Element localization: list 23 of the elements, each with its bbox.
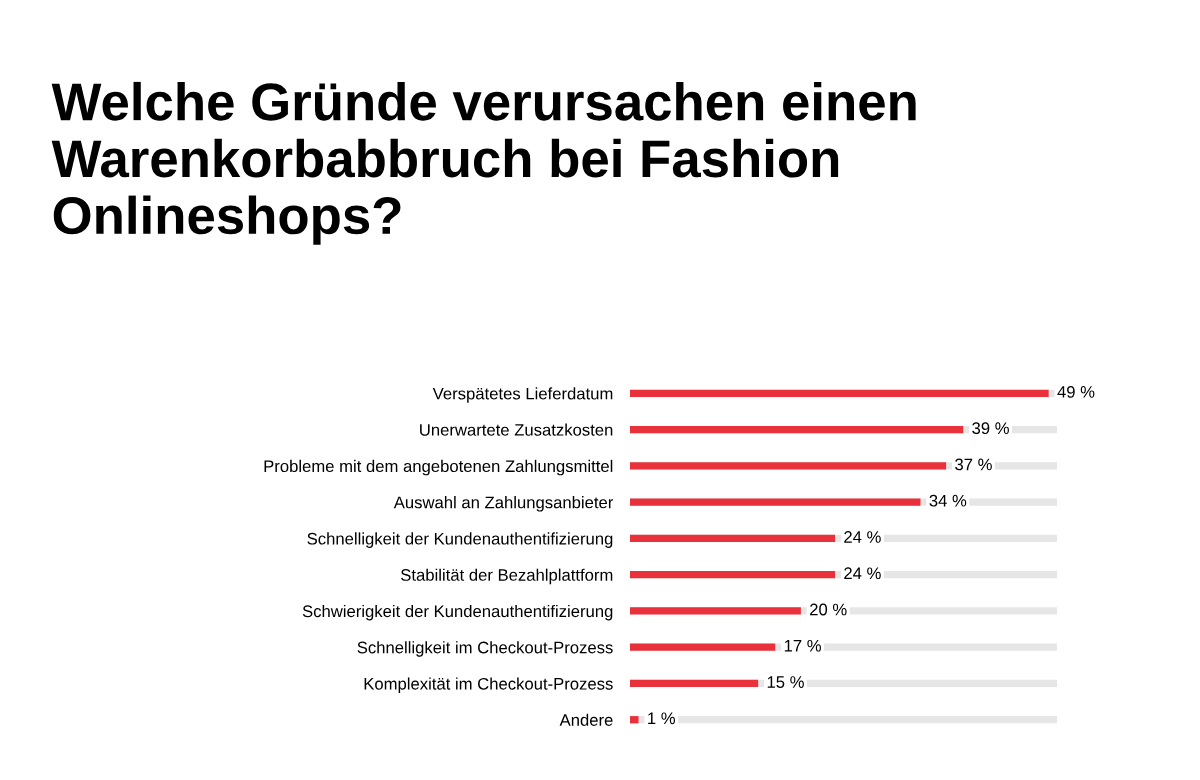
y-tick-label: Andere [559,713,613,726]
chart-title: Welche Gründe verursachen einen Warenkorbabbruch bei Fashion Onlineshops? [51,81,916,245]
data-label: 39 % [972,422,1009,435]
y-tick-label: Schnelligkeit im Checkout-Prozess [357,641,613,657]
data-label: 20 % [810,603,847,616]
y-tick-label: Auswahl an Zahlungsanbieter [393,496,614,512]
data-label: 15 % [767,676,804,688]
y-tick-label: Komplexität im Checkout-Prozess [364,677,613,693]
data-label: 37 % [955,458,992,471]
data-label: 1 % [648,712,675,725]
data-label: 49 % [1057,385,1095,398]
data-label: 34 % [929,494,967,507]
data-label: 24 % [844,531,881,543]
y-tick-label: Schnelligkeit der Kundenauthentifizierung [307,532,613,548]
y-tick-label: Schwierigkeit der Kundenauthentifizierung [302,604,613,621]
bar [630,389,1049,397]
y-tick-label: Stabilität der Bezahlplattform [401,568,613,585]
y-tick-label: Verspätetes Lieferdatum [432,387,613,403]
y-tick-label: Unerwartete Zusatzkosten [420,423,613,436]
data-label: 24 % [844,567,881,580]
y-tick-label: Probleme mit dem angebotenen Zahlungsmittel [264,459,613,476]
data-label: 17 % [784,639,821,652]
bar [630,716,639,724]
